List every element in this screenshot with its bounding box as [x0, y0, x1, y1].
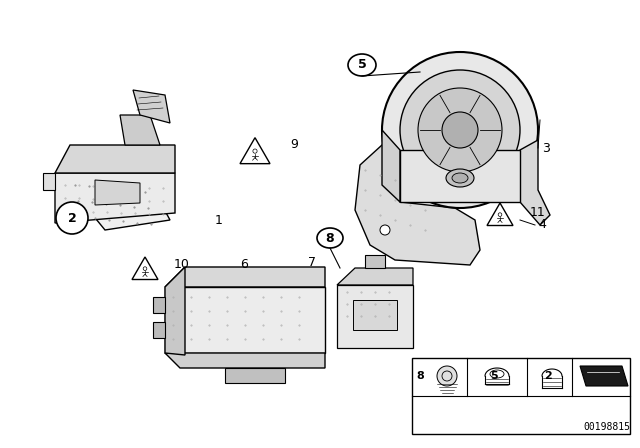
Ellipse shape: [317, 228, 343, 248]
Text: 5: 5: [490, 371, 498, 381]
Polygon shape: [43, 173, 55, 190]
Polygon shape: [225, 368, 285, 383]
Polygon shape: [165, 267, 325, 287]
Polygon shape: [55, 145, 175, 173]
Polygon shape: [580, 366, 628, 386]
Circle shape: [380, 225, 390, 235]
Polygon shape: [355, 145, 480, 265]
Polygon shape: [153, 322, 165, 338]
Circle shape: [418, 88, 502, 172]
Polygon shape: [365, 255, 385, 268]
Text: 00198815: 00198815: [583, 422, 630, 432]
Polygon shape: [165, 353, 325, 368]
Polygon shape: [400, 150, 520, 202]
Text: 8: 8: [416, 371, 424, 381]
Text: 5: 5: [358, 59, 366, 72]
Ellipse shape: [348, 54, 376, 76]
Polygon shape: [520, 140, 550, 225]
Circle shape: [382, 52, 538, 208]
Polygon shape: [95, 180, 140, 205]
Text: 8: 8: [326, 232, 334, 245]
Circle shape: [400, 70, 520, 190]
Polygon shape: [240, 138, 270, 164]
Circle shape: [442, 112, 478, 148]
Text: 7: 7: [308, 255, 316, 268]
Polygon shape: [133, 90, 170, 123]
Polygon shape: [120, 115, 160, 145]
Text: 3: 3: [542, 142, 550, 155]
Ellipse shape: [446, 169, 474, 187]
Bar: [412, 358, 630, 434]
Polygon shape: [487, 203, 513, 225]
Text: 1: 1: [215, 214, 223, 227]
Text: 6: 6: [240, 258, 248, 271]
Text: 2: 2: [68, 211, 76, 224]
Polygon shape: [337, 285, 413, 348]
Polygon shape: [55, 173, 175, 223]
Text: 10: 10: [174, 258, 190, 271]
Text: 2: 2: [544, 371, 552, 381]
Text: 9: 9: [290, 138, 298, 151]
Circle shape: [437, 366, 457, 386]
Polygon shape: [382, 130, 400, 202]
Text: 11: 11: [530, 206, 546, 219]
Polygon shape: [337, 268, 413, 285]
Bar: [353, 300, 397, 330]
Polygon shape: [60, 165, 170, 230]
Text: 4: 4: [538, 219, 546, 232]
Ellipse shape: [452, 173, 468, 183]
Polygon shape: [153, 297, 165, 313]
Circle shape: [56, 202, 88, 234]
Polygon shape: [132, 257, 158, 280]
Polygon shape: [165, 287, 325, 353]
Polygon shape: [165, 267, 185, 355]
